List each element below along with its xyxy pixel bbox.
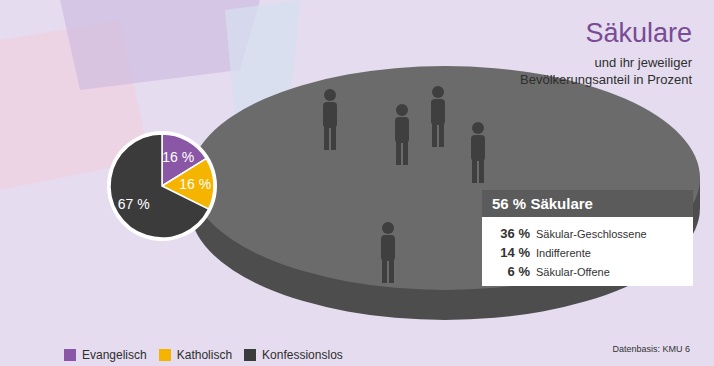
- html-text:Säkular-Offene: Säkular-Offene: [536, 266, 610, 278]
- html-text:Katholisch: Katholisch: [176, 347, 233, 362]
- html-text:14 %: 14 %: [500, 245, 530, 260]
- html-text:Säkular-Geschlossene: Säkular-Geschlossene: [536, 228, 647, 240]
- html-text:Evangelisch: Evangelisch: [82, 347, 147, 362]
- html-text:Datenbasis: KMU 6: Datenbasis: KMU 6: [612, 344, 690, 354]
- svg-text:16 %: 16 %: [179, 176, 211, 192]
- html-text:36 %: 36 %: [500, 226, 530, 241]
- html-text:56 % Säkulare: 56 % Säkulare: [492, 195, 593, 212]
- html-text:Indifferente: Indifferente: [536, 247, 591, 259]
- html-text:und ihr jeweiliger Bevölkerung: und ihr jeweiliger Bevölkerungsanteil in…: [520, 55, 692, 87]
- html-text:6 %: 6 %: [507, 264, 530, 279]
- svg-text:67 %: 67 %: [118, 196, 150, 212]
- html-text:Säkulare: Säkulare: [585, 18, 692, 48]
- html-text:Konfessionslos: Konfessionslos: [262, 347, 343, 362]
- svg-text:16 %: 16 %: [162, 149, 194, 165]
